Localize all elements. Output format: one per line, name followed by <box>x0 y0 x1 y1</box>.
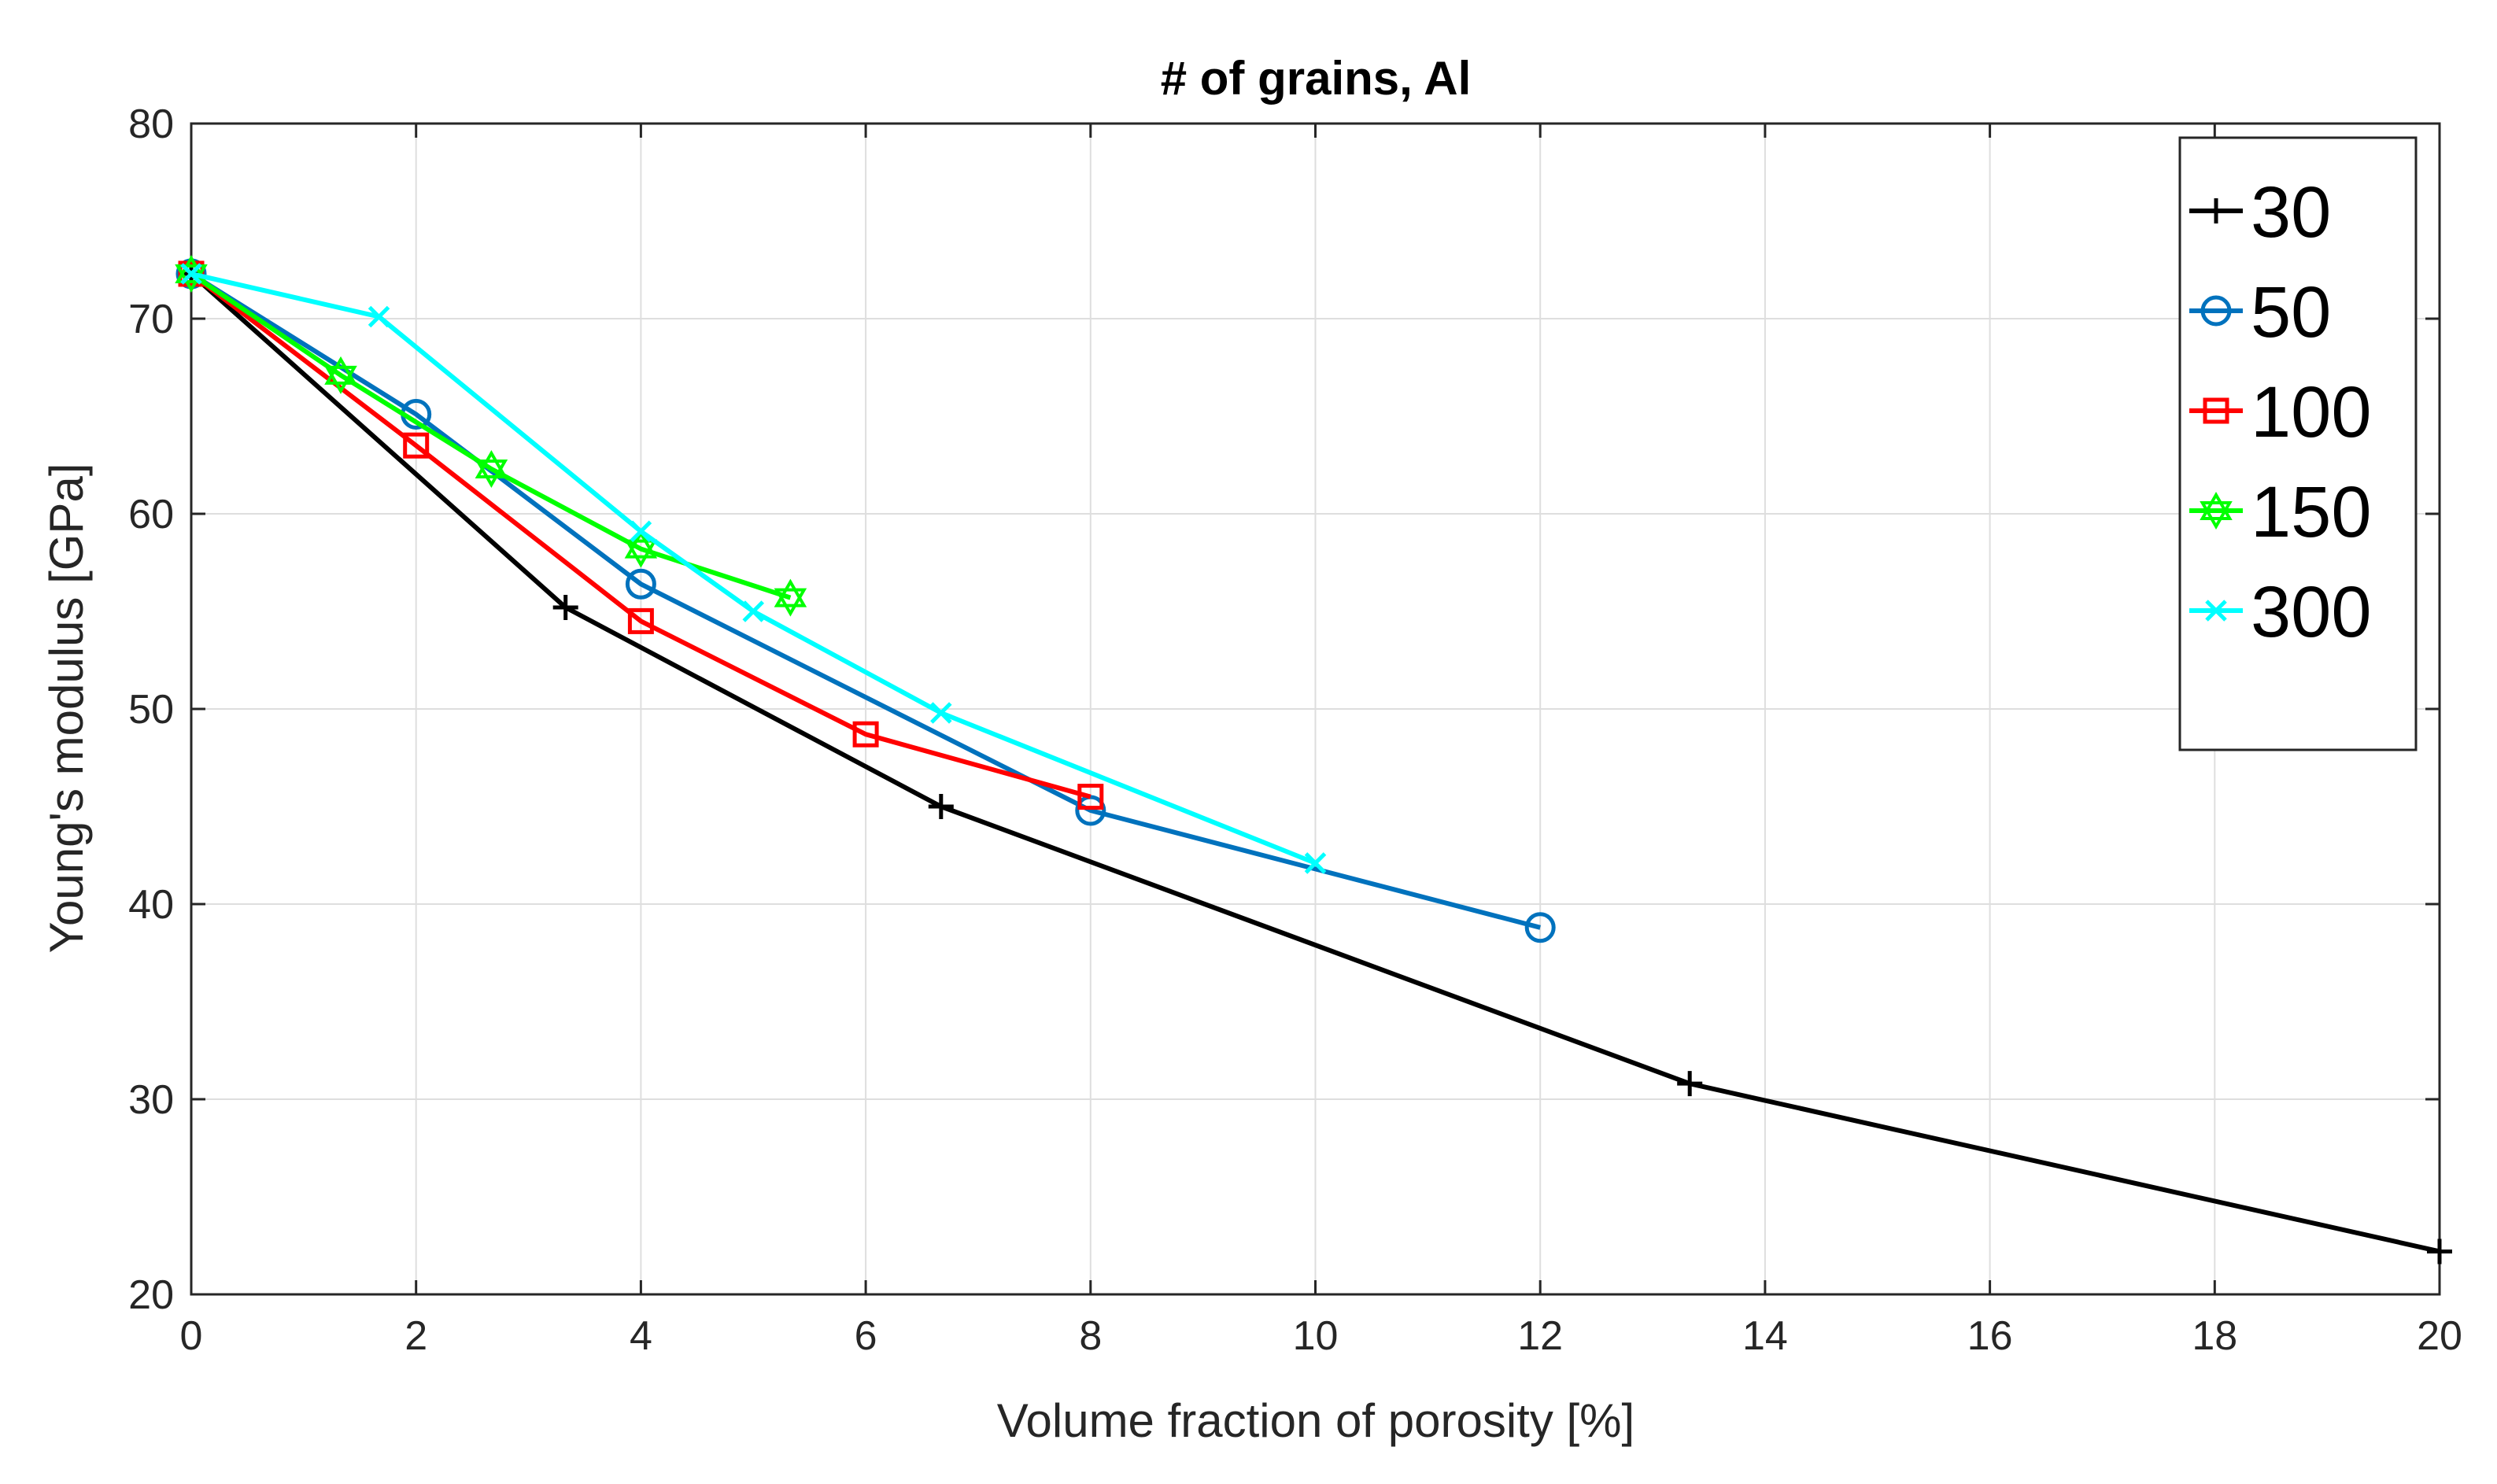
x-tick-label: 2 <box>404 1313 427 1359</box>
series-point-150-triangle <box>175 254 208 283</box>
series-point-100 <box>1077 784 1104 810</box>
legend-label: 100 <box>2251 372 2372 452</box>
x-tick-label: 12 <box>1517 1313 1563 1359</box>
series-300 <box>180 263 1327 874</box>
legend-marker <box>2205 600 2227 622</box>
series-point-100 <box>852 721 879 748</box>
legend-entry-150: 150 <box>2189 472 2372 552</box>
y-tick-label: 20 <box>128 1272 174 1318</box>
series-point-50 <box>1524 912 1556 943</box>
legend-box <box>2178 136 2418 751</box>
y-tick-label: 60 <box>128 492 174 537</box>
y-axis-label: Young's modulus [GPa] <box>40 463 93 954</box>
series-point-100 <box>627 607 654 634</box>
series-point-150-triangle <box>624 539 658 568</box>
legend-entry-100: 100 <box>2189 372 2372 452</box>
series-point-300 <box>1304 852 1327 874</box>
series-point-300 <box>368 305 390 328</box>
y-tick-label: 80 <box>128 102 174 147</box>
series-line-300 <box>190 271 1317 866</box>
series-point-300 <box>630 520 652 543</box>
x-tick-label: 16 <box>1967 1313 2013 1359</box>
series-point-150-triangle <box>324 356 357 385</box>
legend-marker <box>2203 397 2229 424</box>
x-axis-label: Volume fraction of porosity [%] <box>997 1394 1635 1447</box>
legend-label: 300 <box>2251 572 2372 652</box>
series-layer <box>175 254 2452 1264</box>
legend-marker <box>2200 491 2233 530</box>
series-point-150-triangle <box>475 449 508 478</box>
legend-marker-triangle <box>2200 491 2233 520</box>
legend: 30 50 100 150 300 <box>2178 136 2418 751</box>
y-tick-label: 40 <box>128 882 174 928</box>
legend-label: 30 <box>2251 172 2331 253</box>
legend-entry-30: 30 <box>2189 172 2331 253</box>
x-tick-label: 0 <box>180 1313 203 1359</box>
series-point-300 <box>180 263 202 285</box>
series-point-150 <box>324 356 357 394</box>
series-point-150 <box>475 449 508 489</box>
series-point-300 <box>742 600 765 622</box>
x-tick-label: 20 <box>2417 1313 2462 1359</box>
series-point-150-triangle <box>624 530 658 559</box>
series-point-50 <box>625 568 656 600</box>
legend-marker <box>2203 198 2229 223</box>
x-tick-label: 14 <box>1742 1313 1788 1359</box>
y-tick-label: 70 <box>128 297 174 342</box>
series-point-100 <box>403 432 430 459</box>
series-point-150 <box>774 578 807 617</box>
series-point-50 <box>1075 795 1106 826</box>
legend-entry-300: 300 <box>2189 572 2372 652</box>
series-point-30 <box>928 794 954 819</box>
x-tick-label: 10 <box>1293 1313 1339 1359</box>
series-point-100 <box>178 260 205 287</box>
series-point-150-triangle <box>324 365 357 394</box>
series-point-150 <box>624 530 658 568</box>
axis-ticks <box>190 122 2441 1296</box>
tick-labels: 0 2 4 6 8 10 12 14 16 18 20 20 30 40 50 60 70 80 <box>128 102 2462 1359</box>
legend-marker <box>2200 295 2232 327</box>
series-point-30 <box>2427 1239 2452 1264</box>
series-point-30 <box>1677 1071 1703 1097</box>
series-point-150-triangle <box>475 460 508 489</box>
x-tick-label: 6 <box>855 1313 877 1359</box>
chart-title: # of grains, Al <box>1161 52 1472 105</box>
x-tick-label: 8 <box>1079 1313 1102 1359</box>
legend-marker-triangle <box>2200 501 2233 530</box>
series-point-30 <box>552 595 578 621</box>
legend-label: 50 <box>2251 272 2331 353</box>
x-tick-label: 18 <box>2192 1313 2237 1359</box>
y-tick-label: 50 <box>128 687 174 733</box>
y-tick-label: 30 <box>128 1077 174 1123</box>
legend-label: 150 <box>2251 472 2372 552</box>
series-point-300 <box>930 702 952 724</box>
legend-entry-50: 50 <box>2189 272 2331 353</box>
series-point-150-triangle <box>774 588 807 617</box>
x-tick-label: 4 <box>630 1313 652 1359</box>
series-point-150-triangle <box>774 578 807 607</box>
